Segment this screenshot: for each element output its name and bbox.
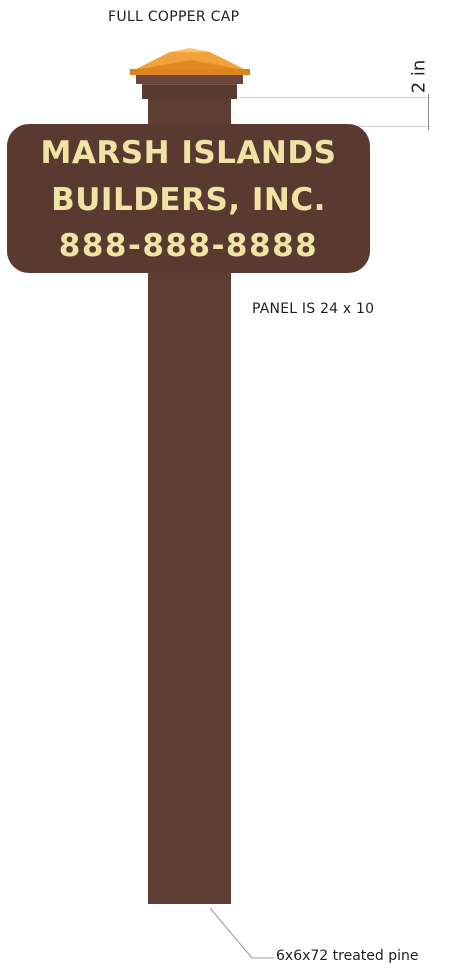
- dimension-tick: [428, 94, 429, 130]
- cap-label: FULL COPPER CAP: [108, 9, 240, 25]
- post-collar-upper: [136, 74, 243, 84]
- dimension-line-top: [240, 97, 430, 98]
- post-material-label: 6x6x72 treated pine: [276, 948, 419, 964]
- post-collar-lower: [142, 84, 237, 99]
- sign-company-line-2: BUILDERS, INC.: [51, 182, 326, 218]
- sign-panel: MARSH ISLANDS BUILDERS, INC. 888-888-888…: [7, 124, 370, 273]
- copper-cap: [130, 48, 250, 75]
- sign-phone-number: 888-888-8888: [58, 228, 319, 264]
- sign-company-line-1: MARSH ISLANDS: [40, 135, 337, 171]
- panel-size-label: PANEL IS 24 x 10: [252, 301, 375, 317]
- dimension-label: 2 in: [408, 59, 430, 94]
